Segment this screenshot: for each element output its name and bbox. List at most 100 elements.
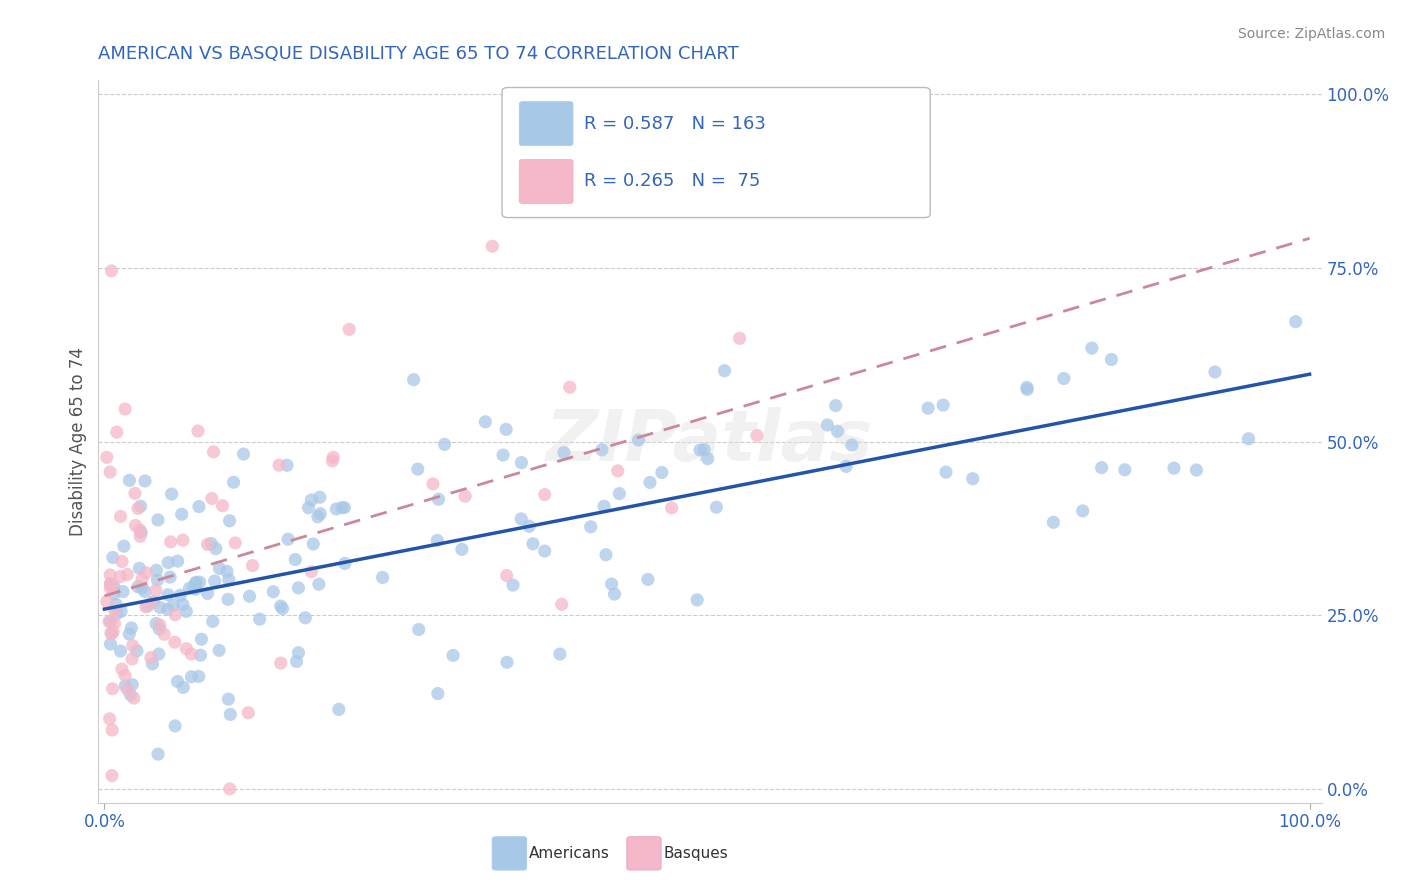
- Point: [408, 623, 430, 637]
- Point: [533, 544, 555, 558]
- Point: [402, 373, 425, 387]
- Point: [118, 474, 141, 488]
- Point: [153, 627, 176, 641]
- Point: [184, 575, 207, 590]
- Point: [827, 424, 849, 438]
- Point: [745, 428, 768, 442]
- Point: [638, 475, 661, 490]
- Point: [121, 639, 143, 653]
- Point: [105, 598, 128, 612]
- Point: [110, 509, 132, 524]
- Point: [426, 687, 449, 701]
- Point: [242, 558, 264, 573]
- Point: [686, 593, 709, 607]
- Point: [134, 474, 156, 488]
- Point: [474, 415, 496, 429]
- Point: [276, 458, 298, 473]
- Point: [219, 707, 242, 722]
- Point: [309, 507, 332, 521]
- Text: Source: ZipAtlas.com: Source: ZipAtlas.com: [1237, 27, 1385, 41]
- Point: [101, 550, 124, 565]
- Point: [510, 512, 533, 526]
- Point: [134, 584, 156, 599]
- Point: [124, 486, 146, 500]
- Point: [103, 579, 125, 593]
- Point: [270, 656, 292, 670]
- Point: [165, 607, 187, 622]
- Point: [607, 486, 630, 500]
- Point: [160, 487, 183, 501]
- Point: [328, 702, 350, 716]
- Point: [550, 598, 572, 612]
- Point: [218, 514, 240, 528]
- Point: [149, 618, 172, 632]
- Point: [179, 581, 201, 595]
- Point: [114, 668, 136, 682]
- Point: [297, 500, 319, 515]
- Point: [127, 580, 149, 594]
- Point: [131, 581, 153, 595]
- Point: [517, 519, 540, 533]
- Point: [1081, 341, 1104, 355]
- Point: [299, 493, 322, 508]
- Point: [103, 616, 125, 631]
- Point: [184, 576, 207, 591]
- Point: [125, 644, 148, 658]
- Point: [307, 509, 329, 524]
- Point: [114, 679, 136, 693]
- Point: [1071, 504, 1094, 518]
- Point: [176, 641, 198, 656]
- Point: [122, 691, 145, 706]
- Point: [135, 599, 157, 614]
- Point: [98, 712, 121, 726]
- FancyBboxPatch shape: [519, 160, 574, 203]
- Point: [841, 438, 863, 452]
- Point: [136, 599, 159, 613]
- Point: [262, 584, 284, 599]
- Point: [117, 567, 139, 582]
- Point: [215, 565, 238, 579]
- Point: [606, 464, 628, 478]
- Point: [706, 500, 728, 515]
- Point: [593, 500, 616, 514]
- Point: [101, 681, 124, 696]
- Point: [217, 592, 239, 607]
- Point: [218, 573, 240, 587]
- Point: [96, 450, 118, 465]
- Text: R = 0.265   N =  75: R = 0.265 N = 75: [583, 172, 761, 190]
- Point: [284, 552, 307, 566]
- Point: [591, 442, 613, 457]
- Point: [176, 604, 198, 618]
- Point: [522, 537, 544, 551]
- Point: [932, 398, 955, 412]
- Point: [148, 622, 170, 636]
- Y-axis label: Disability Age 65 to 74: Disability Age 65 to 74: [69, 347, 87, 536]
- Point: [100, 626, 122, 640]
- Point: [406, 462, 429, 476]
- Text: Americans: Americans: [529, 846, 610, 861]
- Point: [159, 534, 181, 549]
- Point: [337, 322, 360, 336]
- Point: [962, 472, 984, 486]
- Point: [558, 380, 581, 394]
- Point: [172, 598, 194, 612]
- Point: [232, 447, 254, 461]
- Point: [815, 417, 838, 432]
- Point: [105, 425, 128, 439]
- Point: [100, 615, 122, 629]
- Point: [238, 706, 260, 720]
- Point: [1042, 516, 1064, 530]
- Point: [190, 648, 212, 662]
- Point: [1099, 352, 1122, 367]
- Point: [492, 448, 515, 462]
- Point: [121, 652, 143, 666]
- Point: [200, 536, 222, 550]
- Point: [267, 458, 290, 473]
- FancyBboxPatch shape: [627, 837, 661, 870]
- Point: [105, 607, 128, 621]
- Point: [201, 491, 224, 506]
- Point: [481, 239, 503, 253]
- Point: [101, 624, 124, 639]
- Text: Basques: Basques: [664, 846, 728, 861]
- Point: [249, 612, 271, 626]
